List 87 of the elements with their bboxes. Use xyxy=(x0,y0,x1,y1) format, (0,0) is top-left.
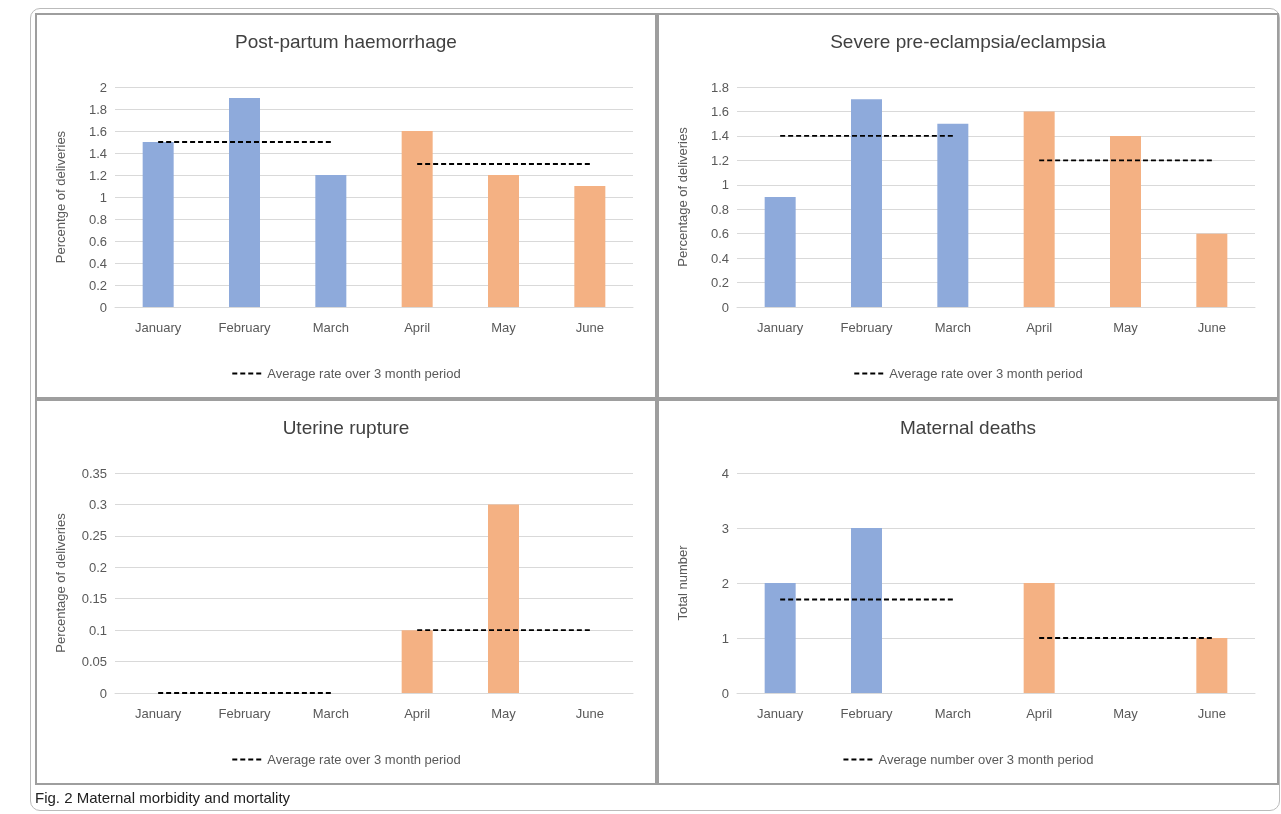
legend-label: Average rate over 3 month period xyxy=(267,752,461,767)
bar xyxy=(142,142,174,307)
y-tick-label: 0 xyxy=(721,299,729,315)
y-tick-label: 0.4 xyxy=(88,255,107,271)
y-tick-label: 0 xyxy=(99,299,107,315)
x-tick-label: May xyxy=(491,320,517,335)
x-tick-label: March xyxy=(934,706,971,721)
y-tick-label: 4 xyxy=(721,465,729,481)
x-tick-label: June xyxy=(575,706,604,721)
x-tick-label: May xyxy=(491,706,517,721)
legend-label: Average number over 3 month period xyxy=(878,752,1094,767)
x-tick-label: March xyxy=(312,320,349,335)
y-tick-label: 1.6 xyxy=(710,103,729,119)
x-tick-label: June xyxy=(1197,706,1226,721)
bar xyxy=(1023,583,1055,693)
y-tick-label: 0.6 xyxy=(710,226,729,242)
y-tick-label: 1 xyxy=(721,177,729,193)
chart-title: Uterine rupture xyxy=(282,417,410,438)
bar xyxy=(315,175,347,307)
y-tick-label: 1.8 xyxy=(710,79,729,95)
x-tick-label: February xyxy=(840,320,893,335)
x-tick-label: June xyxy=(1197,320,1226,335)
y-tick-label: 1.4 xyxy=(710,128,729,144)
legend-label: Average rate over 3 month period xyxy=(267,366,461,381)
y-tick-label: 1.4 xyxy=(88,145,107,161)
chart-title: Maternal deaths xyxy=(899,417,1037,438)
y-tick-label: 1.2 xyxy=(710,152,729,168)
x-tick-label: January xyxy=(757,706,804,721)
y-tick-label: 0.2 xyxy=(88,277,107,293)
legend-label: Average rate over 3 month period xyxy=(889,366,1083,381)
y-tick-label: 0 xyxy=(721,685,729,701)
chart-title: Post-partum haemorrhage xyxy=(235,31,457,52)
bar xyxy=(1196,638,1228,693)
y-tick-label: 1 xyxy=(99,189,107,205)
y-tick-label: 0.25 xyxy=(81,528,107,544)
x-tick-label: March xyxy=(934,320,971,335)
y-axis-title: Percentage of deliveries xyxy=(53,512,68,653)
x-tick-label: February xyxy=(218,706,271,721)
y-axis-title: Total number xyxy=(675,544,690,621)
y-tick-label: 3 xyxy=(721,520,729,536)
y-tick-label: 0.35 xyxy=(81,465,107,481)
bar xyxy=(764,583,796,693)
x-tick-label: May xyxy=(1113,706,1139,721)
chart-title: Severe pre-eclampsia/eclampsia xyxy=(830,31,1107,52)
x-tick-label: April xyxy=(1026,706,1053,721)
y-axis-title: Percentage of deliveries xyxy=(675,126,690,267)
y-tick-label: 2 xyxy=(721,575,729,591)
x-tick-label: April xyxy=(404,706,431,721)
y-tick-label: 0 xyxy=(99,685,107,701)
x-tick-label: April xyxy=(1026,320,1053,335)
bar xyxy=(488,175,519,307)
bar xyxy=(574,186,606,307)
y-tick-label: 0.4 xyxy=(710,250,729,266)
y-tick-label: 0.05 xyxy=(81,654,107,670)
y-tick-label: 1.6 xyxy=(88,123,107,139)
x-tick-label: May xyxy=(1113,320,1139,335)
y-tick-label: 0.3 xyxy=(88,496,107,512)
y-tick-label: 2 xyxy=(99,79,107,95)
bar xyxy=(851,528,882,693)
y-tick-label: 0.15 xyxy=(81,591,107,607)
bar xyxy=(937,123,969,307)
x-tick-label: February xyxy=(218,320,271,335)
y-tick-label: 0.1 xyxy=(88,622,107,638)
x-tick-label: March xyxy=(312,706,349,721)
bar xyxy=(1023,111,1055,307)
y-tick-label: 0.2 xyxy=(88,559,107,575)
x-tick-label: April xyxy=(404,320,431,335)
bar xyxy=(764,197,796,307)
x-tick-label: January xyxy=(135,320,182,335)
x-tick-label: January xyxy=(757,320,804,335)
y-tick-label: 0.8 xyxy=(710,201,729,217)
bar xyxy=(229,98,260,307)
y-tick-label: 1.2 xyxy=(88,167,107,183)
y-tick-label: 0.8 xyxy=(88,211,107,227)
y-tick-label: 0.6 xyxy=(88,233,107,249)
y-tick-label: 1.8 xyxy=(88,101,107,117)
y-tick-label: 0.2 xyxy=(710,275,729,291)
x-tick-label: February xyxy=(840,706,893,721)
bar xyxy=(1110,135,1141,307)
x-tick-label: June xyxy=(575,320,604,335)
bar xyxy=(1196,233,1228,307)
x-tick-label: January xyxy=(135,706,182,721)
y-axis-title: Percentge of deliveries xyxy=(53,130,68,264)
y-tick-label: 1 xyxy=(721,630,729,646)
caption: Fig. 2 Maternal morbidity and mortality xyxy=(35,789,292,806)
bar xyxy=(851,99,882,307)
bar xyxy=(401,131,433,307)
